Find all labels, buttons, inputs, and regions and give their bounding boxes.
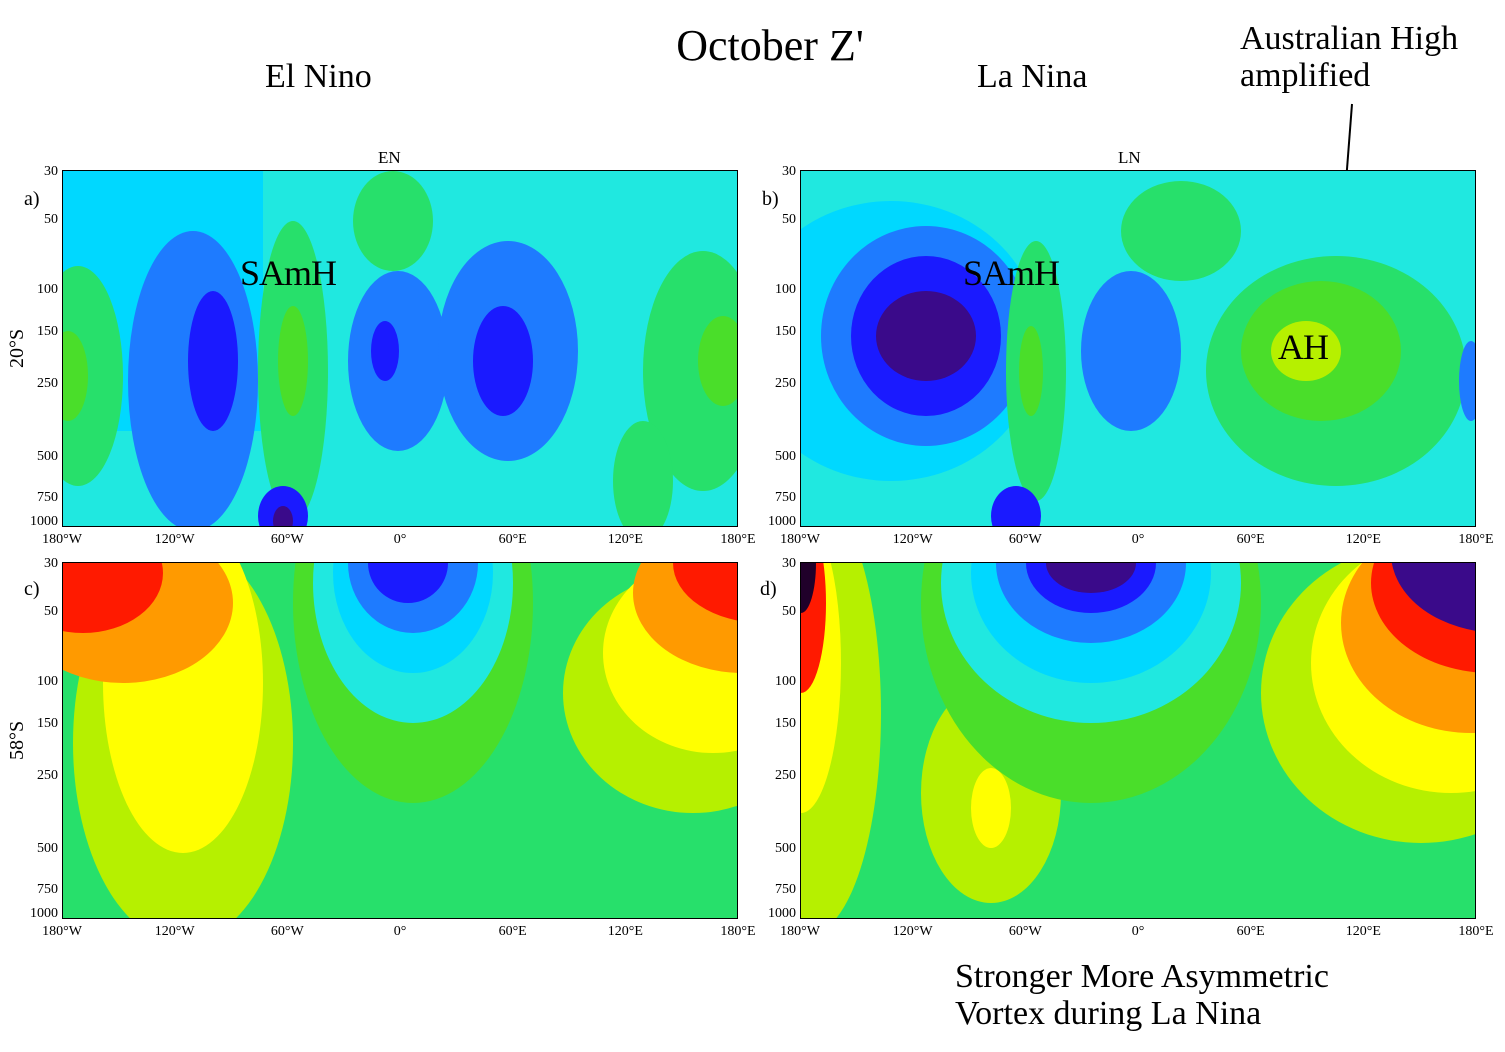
annotation-vortex-line-1: Stronger More Asymmetric: [955, 958, 1329, 995]
panel-b-letter: b): [762, 188, 779, 210]
y-tick-label: 50: [782, 604, 796, 619]
x-tick-label: 0°: [393, 924, 407, 939]
y-tick-label: 150: [37, 324, 58, 339]
y-tick-label: 100: [37, 674, 58, 689]
x-tick-label: 60°W: [270, 924, 304, 939]
y-tick-label: 100: [37, 282, 58, 297]
y-tick-label: 250: [775, 376, 796, 391]
panel-b-top-label: LN: [1118, 148, 1141, 167]
x-tick-label: 180°W: [42, 532, 82, 547]
y-tick-label: 750: [37, 882, 58, 897]
panel-b-contour: [800, 170, 1476, 527]
y-tick-label: 100: [775, 674, 796, 689]
y-tick-label: 30: [782, 556, 796, 571]
x-tick-label: 120°W: [154, 532, 195, 547]
x-tick-label: 180°W: [42, 924, 82, 939]
annotation-line-2: amplified: [1240, 57, 1371, 94]
panel-a-feature-label: SAmH: [240, 253, 337, 293]
y-tick-label: 150: [775, 324, 796, 339]
y-tick-label: 750: [37, 490, 58, 505]
x-tick-label: 60°E: [1236, 532, 1265, 547]
x-tick-label: 0°: [1131, 924, 1145, 939]
x-tick-label: 120°W: [892, 924, 933, 939]
y-tick-label: 500: [37, 449, 58, 464]
x-tick-label: 60°W: [1008, 924, 1042, 939]
y-tick-label: 1000: [768, 514, 796, 529]
y-tick-label: 1000: [768, 906, 796, 921]
y-tick-label: 150: [37, 716, 58, 731]
y-tick-label: 500: [775, 841, 796, 856]
x-tick-label: 120°E: [1345, 924, 1381, 939]
y-tick-label: 50: [44, 212, 58, 227]
x-tick-label: 180°W: [780, 532, 820, 547]
x-tick-label: 120°W: [154, 924, 195, 939]
y-tick-label: 500: [775, 449, 796, 464]
x-tick-label: 120°E: [607, 924, 643, 939]
panel-d-contour: [800, 562, 1476, 919]
x-tick-label: 120°W: [892, 532, 933, 547]
x-tick-label: 180°E: [1458, 532, 1494, 547]
y-tick-label: 50: [44, 604, 58, 619]
y-tick-label: 750: [775, 882, 796, 897]
panel-a-letter: a): [24, 188, 40, 210]
panel-a-contour: [62, 170, 738, 527]
x-tick-label: 120°E: [607, 532, 643, 547]
x-tick-label: 120°E: [1345, 532, 1381, 547]
y-tick-label: 500: [37, 841, 58, 856]
y-tick-label: 30: [44, 556, 58, 571]
x-tick-label: 180°W: [780, 924, 820, 939]
y-tick-label: 30: [782, 164, 796, 179]
x-tick-label: 0°: [393, 532, 407, 547]
panel-c-contour: [62, 562, 738, 919]
annotation-line-1: Australian High: [1240, 20, 1459, 57]
panel-c-plot: [63, 563, 737, 918]
y-tick-label: 30: [44, 164, 58, 179]
figure-title: October Z': [676, 21, 864, 70]
x-tick-label: 60°W: [270, 532, 304, 547]
panel-d-letter: d): [760, 578, 777, 600]
header-la-nina: La Nina: [977, 58, 1088, 95]
y-tick-label: 250: [775, 768, 796, 783]
y-tick-label: 1000: [30, 514, 58, 529]
x-tick-label: 60°E: [498, 924, 527, 939]
x-tick-label: 180°E: [720, 532, 756, 547]
x-tick-label: 60°E: [498, 532, 527, 547]
x-tick-label: 180°E: [720, 924, 756, 939]
panel-c-letter: c): [24, 578, 40, 600]
y-tick-label: 250: [37, 768, 58, 783]
panel-b-feature2-label: AH: [1278, 327, 1329, 367]
y-tick-label: 50: [782, 212, 796, 227]
panel-b-plot: [801, 171, 1475, 526]
annotation-vortex: Stronger More Asymmetric Vortex during L…: [955, 958, 1329, 1032]
annotation-vortex-line-2: Vortex during La Nina: [955, 995, 1262, 1032]
panel-a-top-label: EN: [378, 148, 401, 167]
panel-d-plot: [801, 563, 1475, 918]
panel-a-plot: [63, 171, 737, 526]
x-tick-label: 60°W: [1008, 532, 1042, 547]
x-tick-label: 60°E: [1236, 924, 1265, 939]
y-tick-label: 250: [37, 376, 58, 391]
x-tick-label: 180°E: [1458, 924, 1494, 939]
y-tick-label: 150: [775, 716, 796, 731]
annotation-australian-high: Australian High amplified: [1240, 20, 1458, 94]
x-tick-label: 0°: [1131, 532, 1145, 547]
y-tick-label: 750: [775, 490, 796, 505]
panel-b-feature-label: SAmH: [963, 253, 1060, 293]
header-el-nino: El Nino: [265, 58, 372, 95]
y-tick-label: 100: [775, 282, 796, 297]
y-tick-label: 1000: [30, 906, 58, 921]
